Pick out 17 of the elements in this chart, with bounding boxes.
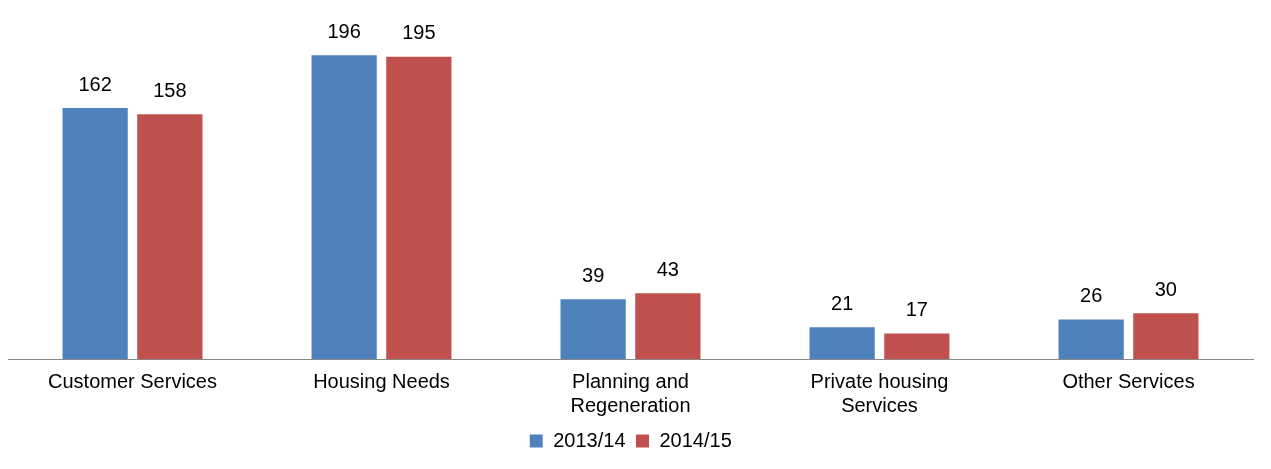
legend-label: 2014/15 <box>659 428 732 451</box>
data-label: 195 <box>402 21 436 44</box>
data-label: 196 <box>327 19 361 42</box>
x-tick-label: Other Services <box>1062 369 1195 392</box>
data-label: 158 <box>153 78 187 101</box>
x-tick-label: Customer Services <box>48 369 217 392</box>
data-label: 43 <box>656 257 679 280</box>
legend-label: 2013/14 <box>553 428 626 451</box>
data-label: 26 <box>1080 284 1103 307</box>
x-tick-label: Planning and Regeneration <box>570 369 691 416</box>
x-tick-label: Housing Needs <box>313 369 450 392</box>
data-label: 162 <box>78 72 112 95</box>
data-label: 17 <box>905 298 928 321</box>
x-tick-label: Private housing Services <box>810 369 949 416</box>
data-label: 30 <box>1154 277 1177 300</box>
data-label: 39 <box>582 263 605 286</box>
data-label: 21 <box>831 291 854 314</box>
